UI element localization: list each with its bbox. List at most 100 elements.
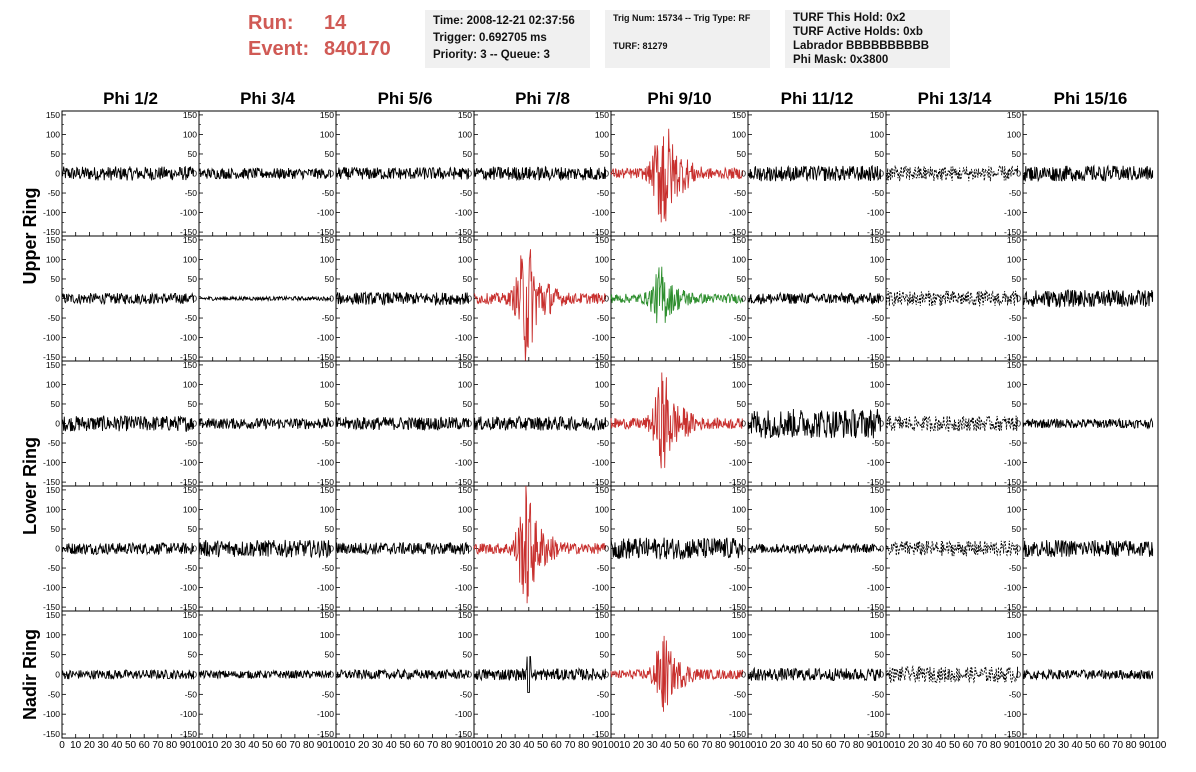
ytick-label-r3-c6-5: -100	[729, 458, 746, 468]
xtick-label-c4-10: 100	[603, 740, 620, 751]
xtick-label-c1-1: 10	[70, 740, 82, 751]
ytick-label-r4-c1-1: 100	[46, 504, 60, 514]
waveform-r3-c4	[473, 415, 606, 432]
xtick-label-c8-3: 30	[1058, 740, 1070, 751]
ytick-label-r1-c8-3: 0	[1016, 169, 1021, 179]
ytick-label-r3-c8-6: -150	[1004, 477, 1021, 487]
ytick-label-r1-c7-1: 100	[870, 129, 884, 139]
xtick-label-c8-2: 20	[1044, 740, 1056, 751]
waveform-r1-c7	[885, 165, 1018, 182]
ring-label-1: Upper Ring	[20, 188, 40, 285]
ytick-label-r5-c1-5: -100	[43, 709, 60, 719]
ytick-label-r1-c1-6: -150	[43, 227, 60, 237]
ytick-label-r5-c7-3: 0	[879, 670, 884, 680]
xtick-label-c1-4: 40	[111, 740, 123, 751]
ytick-label-r3-c4-6: -150	[455, 477, 472, 487]
ytick-label-r4-c1-4: -50	[48, 563, 61, 573]
ytick-label-r1-c4-5: -100	[455, 208, 472, 218]
ytick-label-r1-c5-6: -150	[592, 227, 609, 237]
xtick-label-c6-7: 70	[839, 740, 851, 751]
xtick-label-c4-1: 10	[482, 740, 494, 751]
ytick-label-r5-c8-3: 0	[1016, 670, 1021, 680]
ytick-label-r4-c1-5: -100	[43, 583, 60, 593]
ytick-label-r5-c7-0: 150	[870, 610, 884, 620]
xtick-label-c2-8: 80	[303, 740, 315, 751]
ytick-label-r1-c3-5: -100	[317, 208, 334, 218]
ytick-label-r3-c6-0: 150	[732, 360, 746, 370]
labrador-text: Labrador BBBBBBBBBB	[793, 40, 930, 52]
ytick-label-r1-c8-5: -100	[1004, 208, 1021, 218]
ytick-label-r4-c5-0: 150	[595, 485, 609, 495]
xtick-label-c8-9: 90	[1139, 740, 1151, 751]
ytick-label-r4-c4-3: 0	[467, 544, 472, 554]
xtick-label-c6-8: 80	[853, 740, 865, 751]
ytick-label-r2-c2-3: 0	[192, 294, 197, 304]
ytick-label-r1-c4-1: 100	[458, 129, 472, 139]
trigger-text: Trigger: 0.692705 ms	[433, 32, 547, 44]
ring-label-2: Lower Ring	[20, 437, 40, 535]
ytick-label-r3-c7-5: -100	[867, 458, 884, 468]
ytick-label-r3-c5-0: 150	[595, 360, 609, 370]
ytick-label-r1-c4-4: -50	[460, 188, 473, 198]
ytick-label-r4-c7-5: -100	[867, 583, 884, 593]
ytick-label-r5-c3-1: 100	[320, 630, 334, 640]
ytick-label-r5-c5-3: 0	[604, 670, 609, 680]
ytick-label-r3-c4-3: 0	[467, 419, 472, 429]
ytick-label-r1-c6-0: 150	[732, 110, 746, 120]
ytick-label-r2-c1-2: 50	[51, 274, 61, 284]
ytick-label-r3-c6-2: 50	[737, 399, 747, 409]
ytick-label-r2-c2-6: -150	[180, 352, 197, 362]
xtick-label-c8-8: 80	[1125, 740, 1137, 751]
ytick-label-r4-c7-1: 100	[870, 504, 884, 514]
ytick-label-r2-c6-2: 50	[737, 274, 747, 284]
ytick-label-r2-c3-6: -150	[317, 352, 334, 362]
xtick-label-c7-7: 70	[976, 740, 988, 751]
xtick-label-c4-2: 20	[496, 740, 508, 751]
ytick-label-r3-c8-2: 50	[1012, 399, 1022, 409]
xtick-label-c2-6: 60	[276, 740, 288, 751]
ytick-label-r4-c3-6: -150	[317, 602, 334, 612]
ytick-label-r2-c8-6: -150	[1004, 352, 1021, 362]
xtick-label-c2-2: 20	[221, 740, 233, 751]
ytick-label-r1-c5-0: 150	[595, 110, 609, 120]
ytick-label-r3-c6-4: -50	[734, 438, 747, 448]
waveform-r1-c1	[61, 165, 194, 181]
ytick-label-r3-c8-3: 0	[1016, 419, 1021, 429]
xtick-label-c3-6: 60	[413, 740, 425, 751]
xtick-label-c5-3: 30	[647, 740, 659, 751]
ytick-label-r1-c2-0: 150	[183, 110, 197, 120]
ytick-label-r2-c5-0: 150	[595, 235, 609, 245]
waveform-r5-c8	[1022, 668, 1154, 681]
xtick-label-c5-2: 20	[633, 740, 645, 751]
ytick-label-r1-c3-3: 0	[329, 169, 334, 179]
ytick-label-r2-c4-3: 0	[467, 294, 472, 304]
waveform-r4-c5	[610, 537, 743, 560]
ytick-label-r5-c6-5: -100	[729, 709, 746, 719]
ytick-label-r1-c8-0: 150	[1007, 110, 1021, 120]
column-header-8: Phi 15/16	[1054, 89, 1128, 108]
ytick-label-r3-c1-2: 50	[51, 399, 61, 409]
ytick-label-r1-c2-2: 50	[188, 149, 198, 159]
ytick-label-r4-c4-2: 50	[463, 524, 473, 534]
ytick-label-r1-c3-2: 50	[325, 149, 335, 159]
waveform-r5-c7	[885, 664, 1018, 684]
ytick-label-r4-c4-4: -50	[460, 563, 473, 573]
xtick-label-c6-6: 60	[825, 740, 837, 751]
ytick-label-r4-c3-1: 100	[320, 504, 334, 514]
panel-r5-c2	[198, 610, 337, 739]
xtick-label-c5-1: 10	[619, 740, 631, 751]
ytick-label-r3-c8-1: 100	[1007, 379, 1021, 389]
ytick-label-r5-c1-3: 0	[55, 670, 60, 680]
ytick-label-r3-c5-6: -150	[592, 477, 609, 487]
xtick-label-c5-8: 80	[715, 740, 727, 751]
waveform-r4-c3	[335, 541, 469, 555]
trig-num-text: Trig Num: 15734 -- Trig Type: RF	[613, 13, 751, 23]
xtick-label-c8-7: 70	[1112, 740, 1124, 751]
ytick-label-r5-c1-0: 150	[46, 610, 60, 620]
xtick-label-c7-1: 10	[894, 740, 906, 751]
ytick-label-r2-c4-5: -100	[455, 333, 472, 343]
xtick-label-c2-4: 40	[248, 740, 260, 751]
ytick-label-r5-c4-3: 0	[467, 670, 472, 680]
ytick-label-r2-c4-1: 100	[458, 254, 472, 264]
ytick-label-r2-c4-0: 150	[458, 235, 472, 245]
